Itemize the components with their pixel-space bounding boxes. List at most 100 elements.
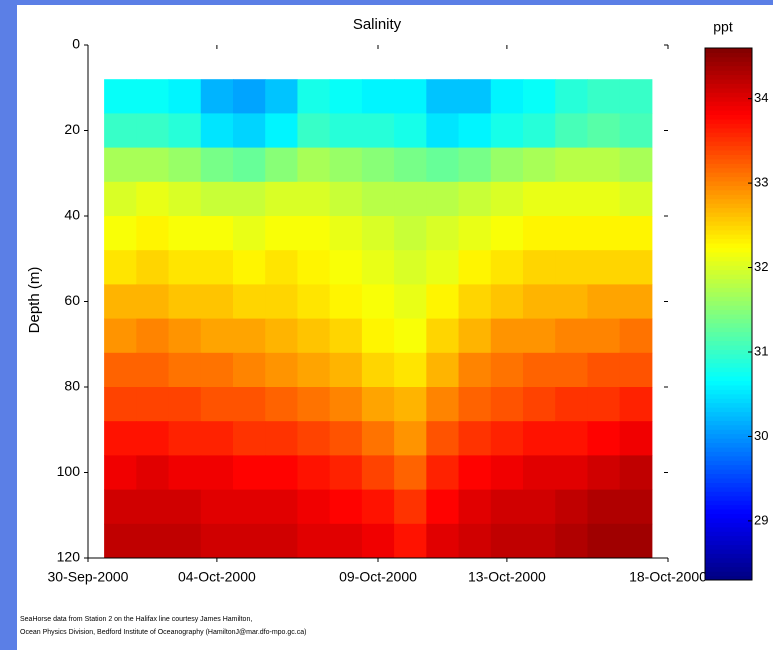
heat-cell xyxy=(233,181,266,217)
heat-cell xyxy=(136,147,170,183)
heat-cell xyxy=(297,284,331,320)
heat-cell xyxy=(587,113,621,149)
heat-cell xyxy=(394,147,427,183)
colorbar-step xyxy=(705,398,752,404)
heat-cell xyxy=(168,113,202,149)
colorbar-step xyxy=(705,70,752,76)
colorbar-step xyxy=(705,486,752,492)
heat-cell xyxy=(361,216,395,251)
colorbar-step xyxy=(705,473,752,479)
heat-cell xyxy=(329,250,363,285)
heat-cell xyxy=(233,284,266,320)
heat-cell xyxy=(361,250,395,285)
colorbar-tick-label: 34 xyxy=(754,90,768,105)
heat-cell xyxy=(523,79,556,114)
heat-cell xyxy=(361,455,395,491)
heat-cell xyxy=(136,523,170,559)
heat-cell xyxy=(361,181,395,217)
heat-cell xyxy=(523,489,556,525)
heat-cell xyxy=(361,489,395,525)
heat-cell xyxy=(394,181,427,217)
heat-cell xyxy=(619,421,653,456)
colorbar-step xyxy=(705,154,752,160)
colorbar-step xyxy=(705,451,752,457)
heat-cell xyxy=(297,489,331,525)
heat-cell xyxy=(555,250,588,285)
heat-cell xyxy=(200,216,234,251)
colorbar-step xyxy=(705,220,752,226)
heat-cell xyxy=(265,147,298,183)
heat-cell xyxy=(233,318,266,354)
heat-cell xyxy=(555,216,588,251)
colorbar-step xyxy=(705,291,752,297)
colorbar-step xyxy=(705,247,752,253)
heat-cell xyxy=(136,216,170,251)
colorbar-step xyxy=(705,269,752,275)
heat-cell xyxy=(168,455,202,491)
colorbar-tick-label: 33 xyxy=(754,175,768,190)
colorbar-step xyxy=(705,203,752,209)
heat-cell xyxy=(619,147,653,183)
colorbar-step xyxy=(705,442,752,448)
heat-cell xyxy=(233,523,266,559)
heat-cell xyxy=(200,181,234,217)
colorbar-step xyxy=(705,296,752,302)
heat-cell xyxy=(394,523,427,559)
heat-cell xyxy=(136,181,170,217)
heat-cell xyxy=(619,523,653,559)
heat-cell xyxy=(394,352,427,388)
y-tick-label: 60 xyxy=(64,292,80,308)
heat-cell xyxy=(458,318,492,354)
heat-cell xyxy=(458,79,492,114)
heat-cell xyxy=(297,318,331,354)
heat-cell xyxy=(394,79,427,114)
colorbar-step xyxy=(705,48,752,53)
heat-cell xyxy=(523,147,556,183)
colorbar-step xyxy=(705,415,752,421)
colorbar-step xyxy=(705,376,752,381)
heat-cell xyxy=(490,318,524,354)
heat-cell xyxy=(136,352,170,388)
colorbar-step xyxy=(705,318,752,324)
heat-cell xyxy=(426,79,460,114)
heat-cell xyxy=(233,387,266,422)
colorbar-label: ppt xyxy=(713,19,733,35)
colorbar-step xyxy=(705,185,752,191)
heat-cell xyxy=(426,421,460,456)
heat-cell xyxy=(361,387,395,422)
colorbar-step xyxy=(705,305,752,311)
heat-cell xyxy=(136,455,170,491)
colorbar-step xyxy=(705,87,752,93)
heat-cell xyxy=(587,523,621,559)
heat-cell xyxy=(426,318,460,354)
heat-cell xyxy=(104,421,137,456)
heat-cell xyxy=(104,113,137,149)
heat-cell xyxy=(458,387,492,422)
heat-cell xyxy=(490,216,524,251)
colorbar-step xyxy=(705,447,752,452)
heat-cell xyxy=(104,489,137,525)
heat-cell xyxy=(200,284,234,320)
heat-cell xyxy=(490,455,524,491)
colorbar-step xyxy=(705,367,752,373)
heat-cell xyxy=(297,147,331,183)
heat-cell xyxy=(168,181,202,217)
colorbar-step xyxy=(705,455,752,461)
heat-cell xyxy=(200,489,234,525)
heat-cell xyxy=(233,79,266,114)
heat-cell xyxy=(200,113,234,149)
colorbar-step xyxy=(705,557,752,563)
colorbar-step xyxy=(705,393,752,399)
colorbar-step xyxy=(705,504,752,510)
heat-cell xyxy=(361,352,395,388)
heat-cell xyxy=(394,284,427,320)
heat-cell xyxy=(523,250,556,285)
heat-cell xyxy=(200,79,234,114)
heat-cell xyxy=(458,489,492,525)
heat-cell xyxy=(458,250,492,285)
colorbar-step xyxy=(705,61,752,67)
heat-cell xyxy=(104,387,137,422)
colorbar-step xyxy=(705,371,752,377)
heat-cell xyxy=(523,113,556,149)
